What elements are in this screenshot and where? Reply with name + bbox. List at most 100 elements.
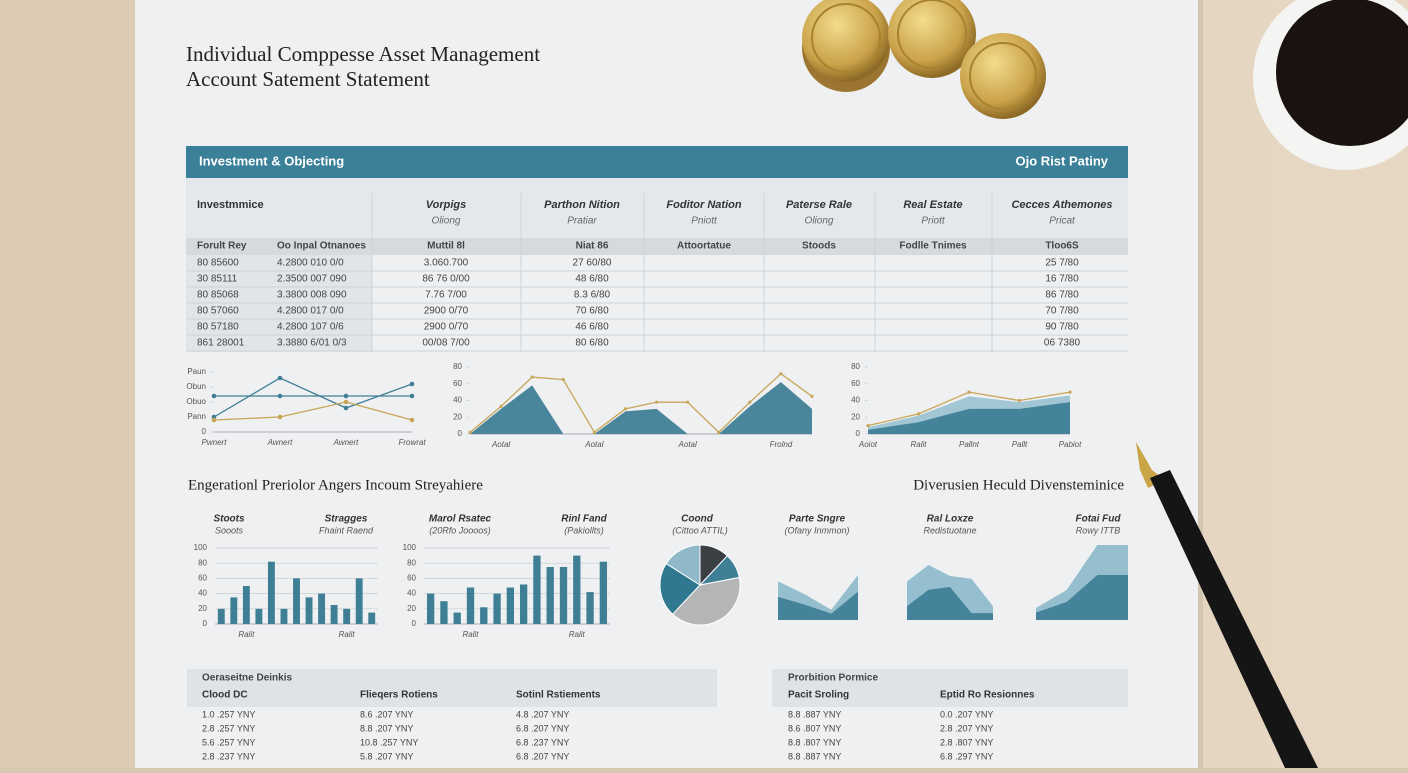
bar	[293, 578, 300, 624]
cell: 861 28001	[197, 338, 245, 349]
cell: 30 85111	[197, 274, 238, 285]
area	[907, 587, 993, 620]
column-title: Investmmice	[197, 199, 264, 211]
point	[211, 393, 217, 399]
point	[866, 424, 870, 428]
bar	[480, 607, 488, 624]
bar	[267, 561, 275, 624]
bar	[599, 561, 608, 624]
point	[654, 400, 659, 404]
paper	[135, 0, 1198, 768]
x-tick-label: Pwnert	[202, 438, 228, 447]
banner-left: Investment & Objecting	[199, 153, 344, 168]
subheader: Tloo6S	[1045, 241, 1079, 252]
point	[343, 393, 349, 399]
bottom-table-title: Oeraseitne Deinkis	[202, 673, 292, 684]
bottom-table-cell: 2.8 .237 YNY	[202, 751, 255, 761]
bottom-table-cell: 6.8 .207 YNY	[516, 751, 569, 761]
cell: 70 6/80	[575, 306, 609, 317]
bottom-table-header: Clood DC	[202, 690, 248, 701]
y-tick-label: 40	[198, 589, 207, 598]
column-title: Foditor Nation	[666, 199, 741, 211]
cell: 7.76 7/00	[425, 290, 467, 301]
title-line: Individual Comppesse Asset Management	[186, 42, 540, 66]
cell: 80 85068	[197, 290, 239, 301]
point	[530, 375, 534, 379]
column-title: Paterse Rale	[786, 199, 852, 211]
area	[470, 382, 812, 434]
cell: 48 6/80	[575, 274, 609, 285]
bottom-table-cell: 8.8 .207 YNY	[360, 723, 413, 733]
bottom-table-cell: 4.8 .207 YNY	[516, 709, 569, 719]
y-tick-label: Paun	[187, 367, 206, 376]
chart-label: Stoots	[213, 514, 245, 525]
bar	[559, 567, 568, 624]
chart-label: Parte Sngre	[789, 514, 846, 525]
subheader: Forult Rey	[197, 241, 247, 252]
x-tick-label: Ralit	[910, 440, 927, 449]
bottom-table-header: Pacit Sroling	[788, 690, 849, 701]
y-tick-label: 100	[403, 543, 417, 552]
y-tick-label: 0	[412, 619, 417, 628]
bar	[519, 584, 528, 624]
column-title: Real Estate	[903, 199, 962, 211]
x-tick-label: Aotal	[584, 440, 603, 449]
chart-label: Marol Rsatec	[429, 514, 492, 525]
bar	[343, 608, 351, 624]
point	[748, 400, 752, 404]
cell: 46 6/80	[575, 322, 609, 333]
y-tick-label: Obun	[186, 382, 206, 391]
bar	[242, 586, 250, 624]
bottom-table-cell: 1.0 .257 YNY	[202, 709, 255, 719]
point	[277, 414, 283, 420]
y-tick-label: 40	[453, 396, 462, 405]
bar	[453, 612, 461, 624]
y-tick-label: 80	[851, 362, 860, 371]
cell: 3.060.700	[424, 258, 469, 269]
table-header-bg	[186, 178, 1128, 238]
cell: 4.2800 017 0/0	[277, 306, 344, 317]
chart-label: (20Rfo Joooos)	[429, 525, 491, 535]
x-tick-label: Awnert	[267, 438, 294, 447]
bottom-table-cell: 2.8 .257 YNY	[202, 723, 255, 733]
column-sub: Pniott	[691, 216, 718, 227]
x-tick-label: Pallt	[1012, 440, 1028, 449]
y-tick-label: Obuo	[186, 397, 206, 406]
bar	[440, 601, 448, 624]
y-tick-label: 20	[198, 604, 207, 613]
chart-label: (Ofany Inmmon)	[784, 525, 849, 535]
area	[778, 591, 858, 620]
cell: 80 6/80	[575, 338, 609, 349]
bottom-table-cell: 8.6 .807 YNY	[788, 723, 841, 733]
bottom-table-cell: 5.8 .207 YNY	[360, 751, 413, 761]
y-tick-label: 40	[407, 589, 416, 598]
pie-slice	[665, 544, 701, 586]
bar	[217, 608, 225, 624]
chart-label: Redistuotane	[923, 525, 976, 535]
point	[1068, 390, 1072, 394]
bottom-table-header: Eptid Ro Resionnes	[940, 690, 1035, 701]
column-sub: Pricat	[1049, 216, 1076, 227]
column-sub: Oliong	[805, 216, 834, 227]
y-tick-label: 60	[851, 379, 860, 388]
x-tick-label: Ralit	[238, 630, 255, 639]
y-tick-label: 80	[407, 558, 416, 567]
point	[810, 394, 814, 398]
point	[717, 430, 721, 434]
cell: 06 7380	[1044, 338, 1081, 349]
cell: 80 57060	[197, 306, 239, 317]
title-line: Account Satement Statement	[186, 67, 430, 91]
x-tick-label: Aotal	[491, 440, 510, 449]
point	[277, 393, 283, 399]
bottom-table-cell: 10.8 .257 YNY	[360, 737, 418, 747]
bottom-table-cell: 8.6 .207 YNY	[360, 709, 413, 719]
bar	[318, 593, 326, 624]
coins	[802, 0, 1046, 119]
x-tick-label: Pallnt	[959, 440, 980, 449]
bottom-table-header-bg	[772, 669, 1128, 707]
bar	[573, 555, 581, 624]
banner-right: Ojo Rist Patiny	[1016, 153, 1109, 168]
column-sub: Priott	[921, 216, 946, 227]
chart-label: Rowy ITTB	[1076, 525, 1121, 535]
